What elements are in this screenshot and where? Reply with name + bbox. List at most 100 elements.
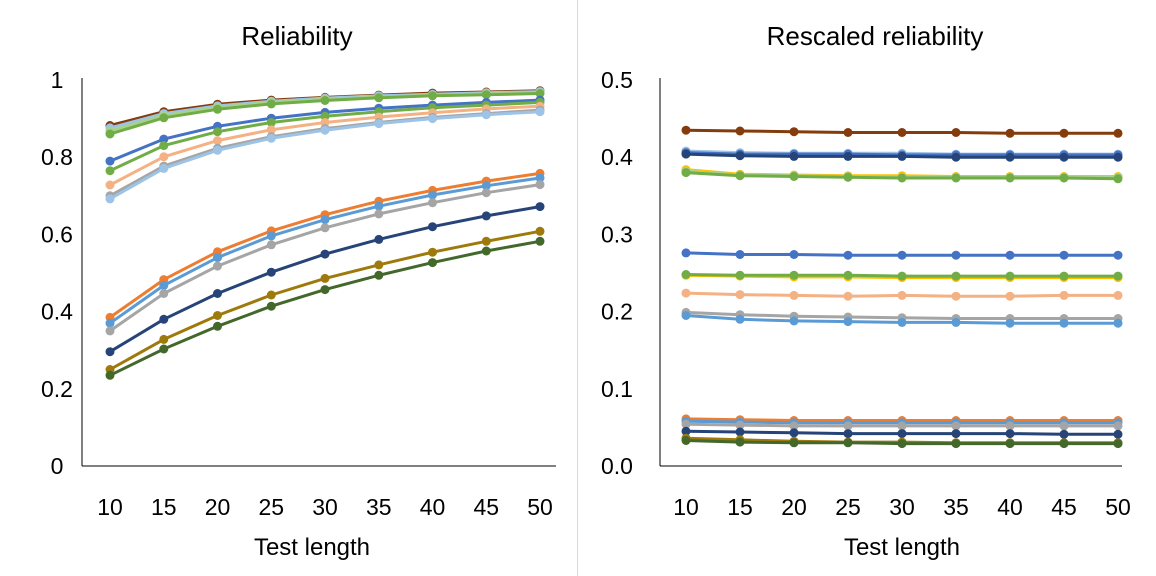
data-point bbox=[105, 156, 115, 166]
data-point bbox=[897, 429, 907, 439]
series bbox=[681, 288, 1123, 301]
data-point bbox=[320, 285, 330, 295]
data-point bbox=[320, 96, 330, 105]
series bbox=[105, 173, 545, 328]
data-point bbox=[1059, 173, 1069, 183]
data-point bbox=[1113, 421, 1123, 431]
x-tick-label: 20 bbox=[781, 494, 807, 520]
data-point bbox=[897, 250, 907, 260]
data-point bbox=[681, 426, 691, 436]
data-point bbox=[1005, 429, 1015, 439]
x-tick-labels: 10 15 20 25 30 35 40 45 50 bbox=[97, 494, 553, 520]
data-point bbox=[789, 270, 799, 280]
series bbox=[681, 436, 1123, 449]
data-point bbox=[105, 166, 115, 176]
data-point bbox=[1113, 429, 1123, 439]
data-point bbox=[735, 171, 745, 181]
data-point bbox=[159, 314, 169, 324]
data-point bbox=[1113, 152, 1123, 162]
data-point bbox=[1059, 290, 1069, 300]
series bbox=[681, 248, 1123, 260]
data-point bbox=[213, 321, 222, 331]
data-point bbox=[735, 270, 745, 280]
data-point bbox=[266, 231, 276, 241]
series bbox=[681, 311, 1123, 328]
data-point bbox=[1005, 291, 1015, 301]
data-point bbox=[159, 334, 169, 344]
data-point bbox=[897, 271, 907, 281]
data-point bbox=[374, 201, 384, 211]
data-point bbox=[105, 370, 115, 380]
y-tick-labels: 0.0 0.1 0.2 0.3 0.4 0.5 bbox=[601, 67, 633, 479]
data-point bbox=[320, 223, 330, 233]
data-point bbox=[266, 99, 276, 109]
data-point bbox=[681, 248, 691, 258]
data-point bbox=[951, 152, 961, 162]
y-tick-label: 0.8 bbox=[41, 144, 73, 170]
data-point bbox=[213, 136, 222, 146]
data-point bbox=[213, 104, 222, 114]
data-point bbox=[1005, 271, 1015, 281]
series bbox=[105, 236, 545, 380]
y-tick-labels: 0 0.2 0.4 0.6 0.8 1 bbox=[41, 67, 73, 479]
data-point bbox=[1113, 128, 1123, 138]
data-point bbox=[789, 290, 799, 300]
series-lines bbox=[681, 125, 1123, 449]
data-point bbox=[1059, 421, 1069, 431]
data-point bbox=[535, 180, 545, 190]
y-tick-label: 0.3 bbox=[601, 221, 633, 247]
data-point bbox=[1113, 174, 1123, 184]
data-point bbox=[428, 198, 437, 208]
data-point bbox=[320, 111, 330, 121]
data-point bbox=[105, 180, 115, 190]
data-point bbox=[1113, 271, 1123, 281]
data-point bbox=[159, 113, 169, 123]
data-point bbox=[213, 261, 222, 271]
data-point bbox=[681, 270, 691, 279]
data-point bbox=[843, 151, 853, 161]
y-tick-label: 0.1 bbox=[601, 376, 633, 402]
data-point bbox=[789, 428, 799, 438]
y-tick-label: 0.4 bbox=[601, 144, 633, 170]
data-point bbox=[1005, 152, 1015, 162]
data-point bbox=[1113, 439, 1123, 449]
panel-divider bbox=[577, 0, 578, 576]
data-point bbox=[1059, 128, 1069, 138]
data-point bbox=[951, 291, 961, 301]
data-point bbox=[374, 260, 384, 270]
data-point bbox=[681, 149, 691, 159]
x-tick-label: 30 bbox=[312, 494, 338, 520]
x-tick-label: 25 bbox=[258, 494, 284, 520]
data-point bbox=[681, 168, 691, 178]
x-tick-label: 15 bbox=[151, 494, 177, 520]
data-point bbox=[951, 429, 961, 439]
x-tick-label: 25 bbox=[835, 494, 861, 520]
data-point bbox=[951, 421, 961, 431]
axes bbox=[81, 78, 556, 467]
series bbox=[105, 226, 545, 374]
data-point bbox=[159, 289, 169, 298]
data-point bbox=[320, 273, 330, 283]
y-tick-label: 0.2 bbox=[41, 376, 73, 402]
data-point bbox=[681, 419, 691, 429]
data-point bbox=[1059, 439, 1069, 449]
series bbox=[105, 168, 545, 322]
data-point bbox=[105, 194, 115, 204]
data-point bbox=[159, 280, 169, 290]
data-point bbox=[789, 316, 799, 326]
data-point bbox=[897, 128, 907, 137]
series bbox=[681, 168, 1123, 184]
x-tick-label: 35 bbox=[943, 494, 969, 520]
data-point bbox=[1005, 173, 1015, 183]
data-point bbox=[159, 163, 169, 173]
data-point bbox=[1059, 250, 1069, 260]
data-point bbox=[320, 215, 330, 225]
data-point bbox=[1059, 318, 1069, 328]
data-point bbox=[374, 209, 384, 219]
data-point bbox=[1059, 271, 1069, 281]
x-tick-label: 30 bbox=[889, 494, 915, 520]
data-point bbox=[735, 437, 745, 447]
data-point bbox=[897, 173, 907, 183]
data-point bbox=[843, 128, 853, 137]
x-tick-label: 45 bbox=[473, 494, 499, 520]
